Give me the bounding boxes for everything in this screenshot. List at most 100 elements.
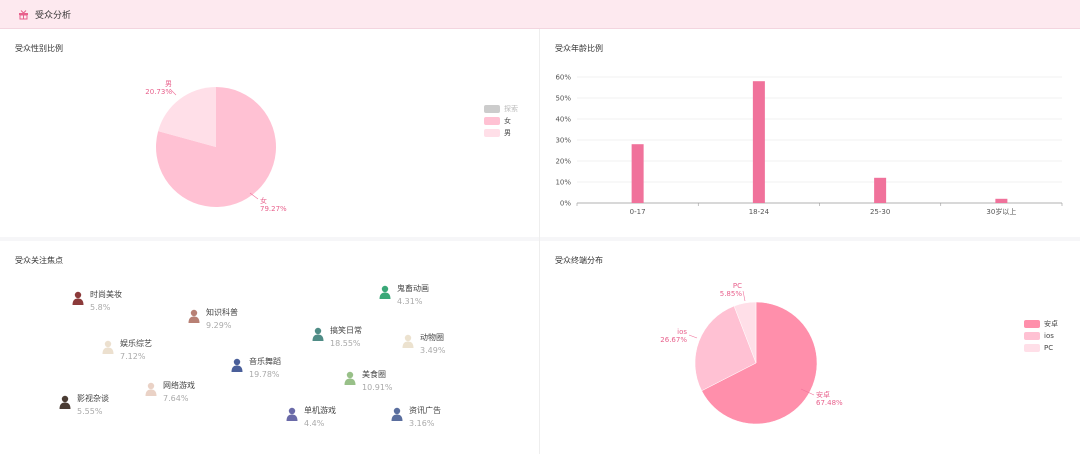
pie-label-line [249, 192, 259, 200]
y-tick-label: 30% [555, 137, 571, 145]
interest-pct: 10.91% [362, 383, 393, 392]
interest-item[interactable]: 影视杂谈 5.55% [59, 393, 109, 418]
person-icon [72, 291, 84, 305]
person-icon [145, 382, 157, 396]
gender-title: 受众性别比例 [15, 44, 63, 53]
bar[interactable] [752, 81, 765, 203]
person-icon [312, 327, 324, 341]
interest-item[interactable]: 音乐舞蹈 19.78% [231, 356, 281, 381]
pie-slice[interactable] [158, 87, 216, 147]
y-tick-label: 50% [555, 95, 571, 103]
age-bar-chart: 60% 50% 40% 30% 20% 10% 0% 0-17 18-24 25-30 30岁以上 [555, 74, 1063, 216]
pie-label-name: PC [733, 282, 742, 290]
interest-item[interactable]: 搞笑日常 18.55% [312, 325, 362, 350]
pie-slice[interactable] [694, 305, 757, 392]
person-icon [344, 371, 356, 385]
pie-slice[interactable] [156, 87, 276, 207]
interest-name: 音乐舞蹈 [249, 357, 281, 366]
panel-divider [539, 29, 540, 454]
interest-item[interactable]: 单机游戏 4.4% [286, 405, 336, 430]
person-icon [402, 334, 414, 348]
y-tick-label: 20% [555, 158, 571, 166]
legend-item-male[interactable]: 男 [484, 127, 518, 139]
gift-icon [18, 9, 29, 20]
legend-item-ios[interactable]: ios [1024, 330, 1058, 342]
interest-name: 时尚美妆 [90, 290, 122, 299]
pie-label-pct: 5.85% [720, 290, 743, 298]
person-icon [379, 285, 391, 299]
interest-name: 影视杂谈 [77, 394, 109, 403]
pie-label-pct: 26.67% [660, 336, 687, 344]
interest-item[interactable]: 鬼畜动画 4.31% [379, 283, 429, 308]
interest-pct: 9.29% [206, 321, 232, 330]
interest-item[interactable]: 时尚美妆 5.8% [72, 289, 122, 314]
gender-legend: 探索 女 男 [484, 103, 518, 139]
legend-item-android[interactable]: 安卓 [1024, 318, 1058, 330]
pie-slice[interactable] [733, 301, 757, 364]
y-tick-label: 40% [555, 116, 571, 124]
pie-label-name: 女 [260, 196, 267, 205]
x-tick-label: 0-17 [630, 208, 646, 216]
interest-item[interactable]: 资讯广告 3.16% [391, 405, 441, 430]
interest-pct: 3.49% [420, 346, 446, 355]
interest-pct: 4.31% [397, 297, 423, 306]
pie-label-line [688, 334, 698, 339]
pie-label-line [800, 388, 815, 396]
legend-item-explore[interactable]: 探索 [484, 103, 518, 115]
pie-slice[interactable] [701, 301, 818, 425]
page-title: 受众分析 [35, 10, 72, 21]
interest-item[interactable]: 美食圈 10.91% [344, 369, 393, 394]
pie-label-pct: 20.73% [145, 88, 172, 96]
pie-label-name: 安卓 [816, 390, 830, 399]
terminal-panel: 受众终端分布 安卓 67.48% ios 26.67% PC 5.85% 安卓 ios P… [540, 241, 1080, 454]
pie-label-pct: 79.27% [260, 205, 287, 213]
interests-panel: 受众关注焦点 时尚美妆 5.8% 知识科普 9.29% [0, 241, 539, 454]
interest-name: 网络游戏 [163, 381, 195, 390]
interest-item[interactable]: 动物圈 3.49% [402, 332, 445, 357]
interest-name: 搞笑日常 [330, 326, 362, 335]
person-icon [231, 358, 243, 372]
person-icon [286, 407, 298, 421]
terminal-legend: 安卓 ios PC [1024, 318, 1058, 354]
interest-pct: 19.78% [249, 370, 280, 379]
age-panel: 受众年龄比例 60% 50% 40% 30% 20% 10% 0% 0-17 18-24 25-… [540, 29, 1080, 237]
bar[interactable] [995, 198, 1008, 203]
interest-item[interactable]: 网络游戏 7.64% [145, 380, 195, 405]
pie-label-pct: 67.48% [816, 399, 843, 407]
y-tick-label: 0% [560, 200, 571, 208]
legend-item-female[interactable]: 女 [484, 115, 518, 127]
person-icon [188, 309, 200, 323]
interest-name: 娱乐综艺 [120, 339, 152, 348]
person-icon [59, 395, 71, 409]
interest-pct: 18.55% [330, 339, 361, 348]
gender-pie-chart: 女79.27% 男20.73% [145, 80, 287, 213]
y-tick-label: 60% [555, 74, 571, 82]
bar[interactable] [874, 177, 887, 203]
interest-item[interactable]: 娱乐综艺 7.12% [102, 338, 152, 363]
page-header: 受众分析 [0, 0, 1080, 29]
interest-pct: 5.8% [90, 303, 111, 312]
person-icon [391, 407, 403, 421]
pie-label-line [742, 290, 746, 302]
interest-pct: 3.16% [409, 419, 435, 428]
gender-panel: 受众性别比例 女 79.27% 男 20.73% 探索 女 男 [0, 29, 539, 237]
interest-pct: 5.55% [77, 407, 103, 416]
age-title: 受众年龄比例 [555, 44, 603, 53]
interest-name: 美食圈 [362, 370, 386, 379]
interest-name: 知识科普 [206, 308, 238, 317]
x-tick-label: 25-30 [870, 208, 890, 216]
legend-item-pc[interactable]: PC [1024, 342, 1058, 354]
interest-name: 鬼畜动画 [397, 284, 429, 293]
pie-label-name: 男 [165, 80, 172, 88]
x-tick-label: 30岁以上 [986, 207, 1016, 216]
interest-item[interactable]: 知识科普 9.29% [188, 307, 238, 332]
bar[interactable] [631, 144, 644, 203]
interests-title: 受众关注焦点 [15, 256, 63, 265]
terminal-title: 受众终端分布 [555, 256, 603, 265]
interest-name: 资讯广告 [409, 406, 441, 415]
interest-name: 动物圈 [420, 333, 444, 342]
interest-pct: 4.4% [304, 419, 325, 428]
pie-label-line [169, 88, 177, 96]
interest-pct: 7.12% [120, 352, 146, 361]
